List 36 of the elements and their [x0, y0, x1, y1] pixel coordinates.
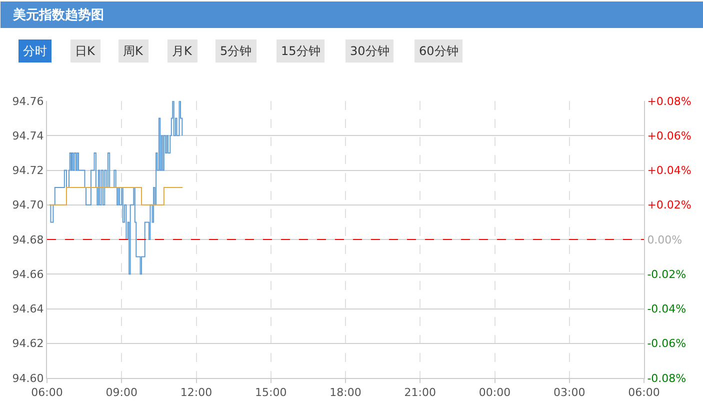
y2-tick-label: +0.06% [647, 129, 692, 142]
y2-tick-label: +0.02% [647, 198, 692, 212]
text: 5分钟 [220, 44, 252, 58]
text: 日K [75, 44, 96, 58]
y-tick-label: 94.70 [12, 198, 44, 212]
y-tick-label: 94.74 [12, 129, 44, 142]
y2-tick-label: -0.04% [647, 302, 686, 316]
x-tick-label: 21:00 [404, 386, 436, 400]
y2-tick-label: +0.04% [647, 164, 692, 178]
y-tick-label: 94.62 [12, 337, 44, 350]
x-tick-label: 12:00 [180, 386, 212, 400]
y2-tick-label: -0.08% [647, 372, 686, 385]
y2-tick-label: -0.06% [647, 337, 686, 350]
y-tick-label: 94.68 [12, 233, 44, 246]
y-tick-label: 94.66 [12, 268, 44, 281]
x-tick-label: 03:00 [554, 386, 586, 400]
text: 月K [172, 44, 193, 58]
x-tick-label: 09:00 [106, 386, 138, 400]
text: 分时 [23, 44, 47, 58]
x-tick-label: 15:00 [255, 386, 287, 400]
y-tick-label: 94.76 [12, 94, 44, 108]
text: 周K [123, 44, 144, 58]
x-tick-label: 06:00 [628, 386, 660, 400]
y2-tick-label: +0.08% [647, 94, 692, 108]
x-tick-label: 00:00 [478, 386, 511, 400]
text: 15分钟 [281, 44, 320, 58]
y-tick-label: 94.60 [12, 372, 44, 385]
chart-title: 美元指数趋势图 [12, 7, 104, 23]
x-tick-label: 18:00 [330, 386, 362, 400]
text: 30分钟 [350, 44, 390, 58]
y2-tick-label: 0.00% [647, 233, 682, 246]
y2-tick-label: -0.02% [647, 268, 686, 281]
x-tick-label: 06:00 [31, 386, 63, 400]
y-tick-label: 94.72 [12, 164, 44, 178]
y-tick-label: 94.64 [12, 302, 44, 316]
text: 60分钟 [419, 44, 458, 58]
